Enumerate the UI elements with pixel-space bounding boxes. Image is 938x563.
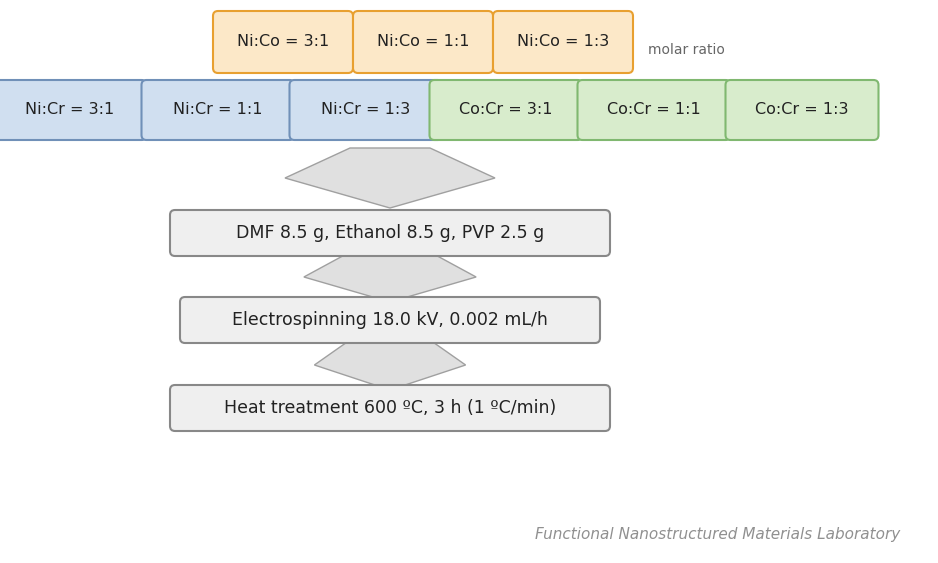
Text: Co:Cr = 3:1: Co:Cr = 3:1 (460, 102, 552, 118)
FancyBboxPatch shape (493, 11, 633, 73)
Text: Ni:Cr = 1:1: Ni:Cr = 1:1 (174, 102, 263, 118)
FancyBboxPatch shape (578, 80, 731, 140)
FancyBboxPatch shape (170, 385, 610, 431)
Text: Co:Cr = 1:3: Co:Cr = 1:3 (755, 102, 849, 118)
Text: Co:Cr = 1:1: Co:Cr = 1:1 (607, 102, 701, 118)
Text: Ni:Co = 3:1: Ni:Co = 3:1 (237, 34, 329, 50)
Text: Electrospinning 18.0 kV, 0.002 mL/h: Electrospinning 18.0 kV, 0.002 mL/h (232, 311, 548, 329)
Text: molar ratio: molar ratio (648, 43, 725, 57)
FancyBboxPatch shape (290, 80, 443, 140)
FancyBboxPatch shape (170, 210, 610, 256)
FancyBboxPatch shape (0, 80, 146, 140)
Text: DMF 8.5 g, Ethanol 8.5 g, PVP 2.5 g: DMF 8.5 g, Ethanol 8.5 g, PVP 2.5 g (235, 224, 544, 242)
FancyBboxPatch shape (142, 80, 295, 140)
Polygon shape (285, 148, 495, 208)
Text: Heat treatment 600 ºC, 3 h (1 ºC/min): Heat treatment 600 ºC, 3 h (1 ºC/min) (224, 399, 556, 417)
FancyBboxPatch shape (180, 297, 600, 343)
FancyBboxPatch shape (353, 11, 493, 73)
Text: Ni:Co = 1:3: Ni:Co = 1:3 (517, 34, 609, 50)
Text: Ni:Cr = 3:1: Ni:Cr = 3:1 (25, 102, 114, 118)
Text: Ni:Cr = 1:3: Ni:Cr = 1:3 (322, 102, 411, 118)
Text: Ni:Co = 1:1: Ni:Co = 1:1 (377, 34, 469, 50)
FancyBboxPatch shape (213, 11, 353, 73)
FancyBboxPatch shape (725, 80, 879, 140)
Polygon shape (314, 340, 465, 390)
Polygon shape (304, 252, 477, 302)
FancyBboxPatch shape (430, 80, 582, 140)
Text: Functional Nanostructured Materials Laboratory: Functional Nanostructured Materials Labo… (535, 528, 900, 543)
